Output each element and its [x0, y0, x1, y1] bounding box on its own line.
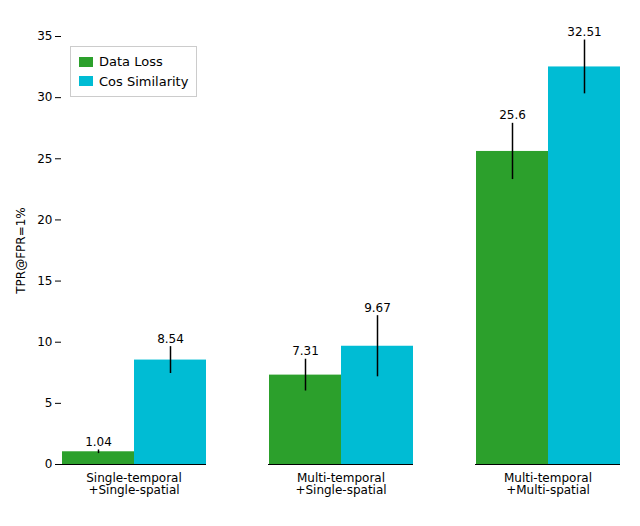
svg-text:25: 25: [37, 152, 52, 166]
svg-text:1.04: 1.04: [85, 435, 112, 449]
svg-text:15: 15: [37, 274, 52, 288]
svg-text:9.67: 9.67: [364, 301, 391, 315]
svg-text:7.31: 7.31: [292, 344, 319, 358]
svg-text:10: 10: [37, 335, 52, 349]
html-text:Cos Similarity: Cos Similarity: [99, 73, 189, 89]
svg-text:8.54: 8.54: [157, 332, 184, 346]
svg-text:Multi-temporal+Multi-spatial: Multi-temporal+Multi-spatial: [504, 471, 592, 497]
svg-text:Multi-temporal+Single-spatial: Multi-temporal+Single-spatial: [295, 471, 386, 497]
svg-text:0: 0: [45, 457, 53, 471]
svg-text:35: 35: [37, 29, 52, 43]
svg-text:5: 5: [45, 396, 53, 410]
svg-text:Single-temporal+Single-spatial: Single-temporal+Single-spatial: [86, 471, 182, 497]
svg-text:TPR@FPR=1%: TPR@FPR=1%: [14, 207, 28, 294]
svg-text:20: 20: [37, 213, 52, 227]
html-text:Data Loss: Data Loss: [99, 54, 163, 69]
svg-text:32.51: 32.51: [567, 25, 601, 39]
svg-text:25.6: 25.6: [499, 108, 526, 122]
svg-text:30: 30: [37, 90, 52, 104]
